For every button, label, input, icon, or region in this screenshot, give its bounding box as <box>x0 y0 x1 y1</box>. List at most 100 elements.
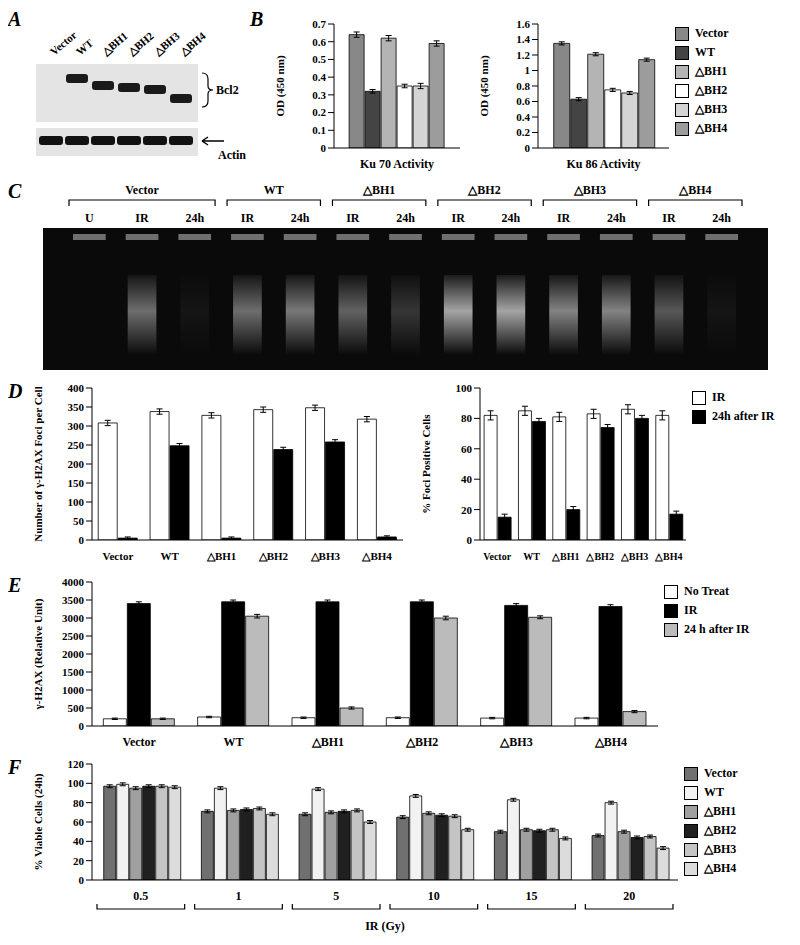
svg-text:40: 40 <box>73 835 85 847</box>
svg-text:△BH1: △BH1 <box>99 29 130 58</box>
svg-text:Vector: Vector <box>125 183 159 197</box>
svg-text:2500: 2500 <box>62 630 85 642</box>
svg-text:Ku 86 Activity: Ku 86 Activity <box>567 157 641 171</box>
svg-text:80: 80 <box>461 412 473 424</box>
svg-text:24h: 24h <box>607 211 626 225</box>
svg-text:△BH3: △BH3 <box>499 735 532 749</box>
svg-text:△BH1: △BH1 <box>362 183 395 197</box>
svg-text:20: 20 <box>623 889 635 903</box>
svg-text:0.7: 0.7 <box>312 18 326 30</box>
svg-text:△BH3: △BH3 <box>620 551 648 562</box>
svg-text:IR: IR <box>135 211 149 225</box>
svg-text:120: 120 <box>68 758 85 770</box>
svg-text:Vector: Vector <box>103 550 134 562</box>
svg-text:0.8: 0.8 <box>516 80 530 92</box>
svg-text:80: 80 <box>73 797 85 809</box>
svg-text:1: 1 <box>236 889 242 903</box>
svg-text:24h: 24h <box>712 211 731 225</box>
svg-text:1.4: 1.4 <box>516 33 530 45</box>
svg-text:2000: 2000 <box>62 648 85 660</box>
svg-text:△BH3: △BH3 <box>310 550 341 562</box>
svg-text:60: 60 <box>73 816 85 828</box>
svg-text:IR: IR <box>662 211 676 225</box>
svg-text:IR: IR <box>346 211 360 225</box>
svg-text:△BH2: △BH2 <box>125 29 156 58</box>
svg-text:3000: 3000 <box>62 612 85 624</box>
svg-text:0: 0 <box>467 534 473 546</box>
svg-text:WT: WT <box>264 183 284 197</box>
svg-text:1.6: 1.6 <box>516 18 530 30</box>
svg-text:△BH1: △BH1 <box>311 735 344 749</box>
svg-text:60: 60 <box>461 443 473 455</box>
svg-text:Actin: Actin <box>218 148 246 162</box>
svg-text:△BH2: △BH2 <box>467 183 500 197</box>
svg-text:△BH2: △BH2 <box>405 735 438 749</box>
svg-text:350: 350 <box>68 401 85 413</box>
svg-text:△BH3: △BH3 <box>573 183 606 197</box>
svg-text:1500: 1500 <box>62 666 85 678</box>
svg-text:Bcl2: Bcl2 <box>216 83 239 97</box>
svg-text:OD (450 nm): OD (450 nm) <box>478 55 491 116</box>
svg-text:OD (450 nm): OD (450 nm) <box>274 55 287 116</box>
svg-text:1000: 1000 <box>62 684 85 696</box>
svg-text:100: 100 <box>68 496 85 508</box>
svg-text:5: 5 <box>333 889 339 903</box>
svg-text:40: 40 <box>461 473 473 485</box>
svg-text:γ-H2AX (Relative Unit): γ-H2AX (Relative Unit) <box>32 598 45 710</box>
svg-text:△BH2: △BH2 <box>585 551 613 562</box>
svg-text:△BH4: △BH4 <box>654 551 682 562</box>
svg-text:U: U <box>85 211 94 225</box>
svg-text:0.3: 0.3 <box>312 89 326 101</box>
svg-text:0: 0 <box>79 720 85 732</box>
svg-text:0.4: 0.4 <box>312 71 326 83</box>
svg-text:20: 20 <box>73 855 85 867</box>
svg-text:△BH1: △BH1 <box>206 550 236 562</box>
svg-text:WT: WT <box>161 550 180 562</box>
svg-text:10: 10 <box>428 889 440 903</box>
svg-text:0.2: 0.2 <box>312 106 326 118</box>
svg-text:100: 100 <box>68 777 85 789</box>
svg-text:0.1: 0.1 <box>312 124 326 136</box>
svg-text:△BH1: △BH1 <box>551 551 579 562</box>
svg-text:24h: 24h <box>502 211 521 225</box>
svg-text:Ku 70 Activity: Ku 70 Activity <box>360 157 434 171</box>
svg-text:IR: IR <box>557 211 571 225</box>
svg-text:△BH4: △BH4 <box>361 550 392 562</box>
svg-text:Vector: Vector <box>483 551 512 562</box>
svg-text:0.4: 0.4 <box>516 111 530 123</box>
svg-text:% Foci Positive Cells: % Foci Positive Cells <box>420 414 432 514</box>
svg-text:1.2: 1.2 <box>516 49 530 61</box>
svg-text:Vector: Vector <box>48 29 79 58</box>
svg-text:IR: IR <box>452 211 466 225</box>
svg-text:3500: 3500 <box>62 594 85 606</box>
svg-text:WT: WT <box>523 551 540 562</box>
svg-text:0: 0 <box>79 534 85 546</box>
svg-text:200: 200 <box>68 458 85 470</box>
svg-text:0: 0 <box>321 142 327 154</box>
svg-text:IR: IR <box>241 211 255 225</box>
svg-text:△BH4: △BH4 <box>678 183 711 197</box>
svg-text:0.5: 0.5 <box>312 53 326 65</box>
svg-text:0.2: 0.2 <box>516 126 530 138</box>
svg-text:400: 400 <box>68 382 85 394</box>
svg-text:150: 150 <box>68 477 85 489</box>
svg-text:Number of γ-H2AX Foci per Cell: Number of γ-H2AX Foci per Cell <box>32 386 44 541</box>
svg-text:IR (Gy): IR (Gy) <box>365 919 405 933</box>
svg-text:20: 20 <box>461 504 473 516</box>
svg-text:4000: 4000 <box>62 576 85 588</box>
svg-text:50: 50 <box>73 515 85 527</box>
svg-text:24h: 24h <box>185 211 204 225</box>
svg-text:△BH4: △BH4 <box>594 735 627 749</box>
svg-text:24h: 24h <box>291 211 310 225</box>
svg-text:100: 100 <box>456 382 473 394</box>
svg-text:24h: 24h <box>396 211 415 225</box>
svg-text:500: 500 <box>68 702 85 714</box>
svg-text:250: 250 <box>68 439 85 451</box>
svg-text:1: 1 <box>525 64 531 76</box>
svg-text:0: 0 <box>525 142 531 154</box>
svg-text:300: 300 <box>68 420 85 432</box>
svg-text:WT: WT <box>223 735 243 749</box>
svg-text:0.6: 0.6 <box>312 36 326 48</box>
svg-text:0: 0 <box>79 874 85 886</box>
svg-text:Vector: Vector <box>122 735 156 749</box>
